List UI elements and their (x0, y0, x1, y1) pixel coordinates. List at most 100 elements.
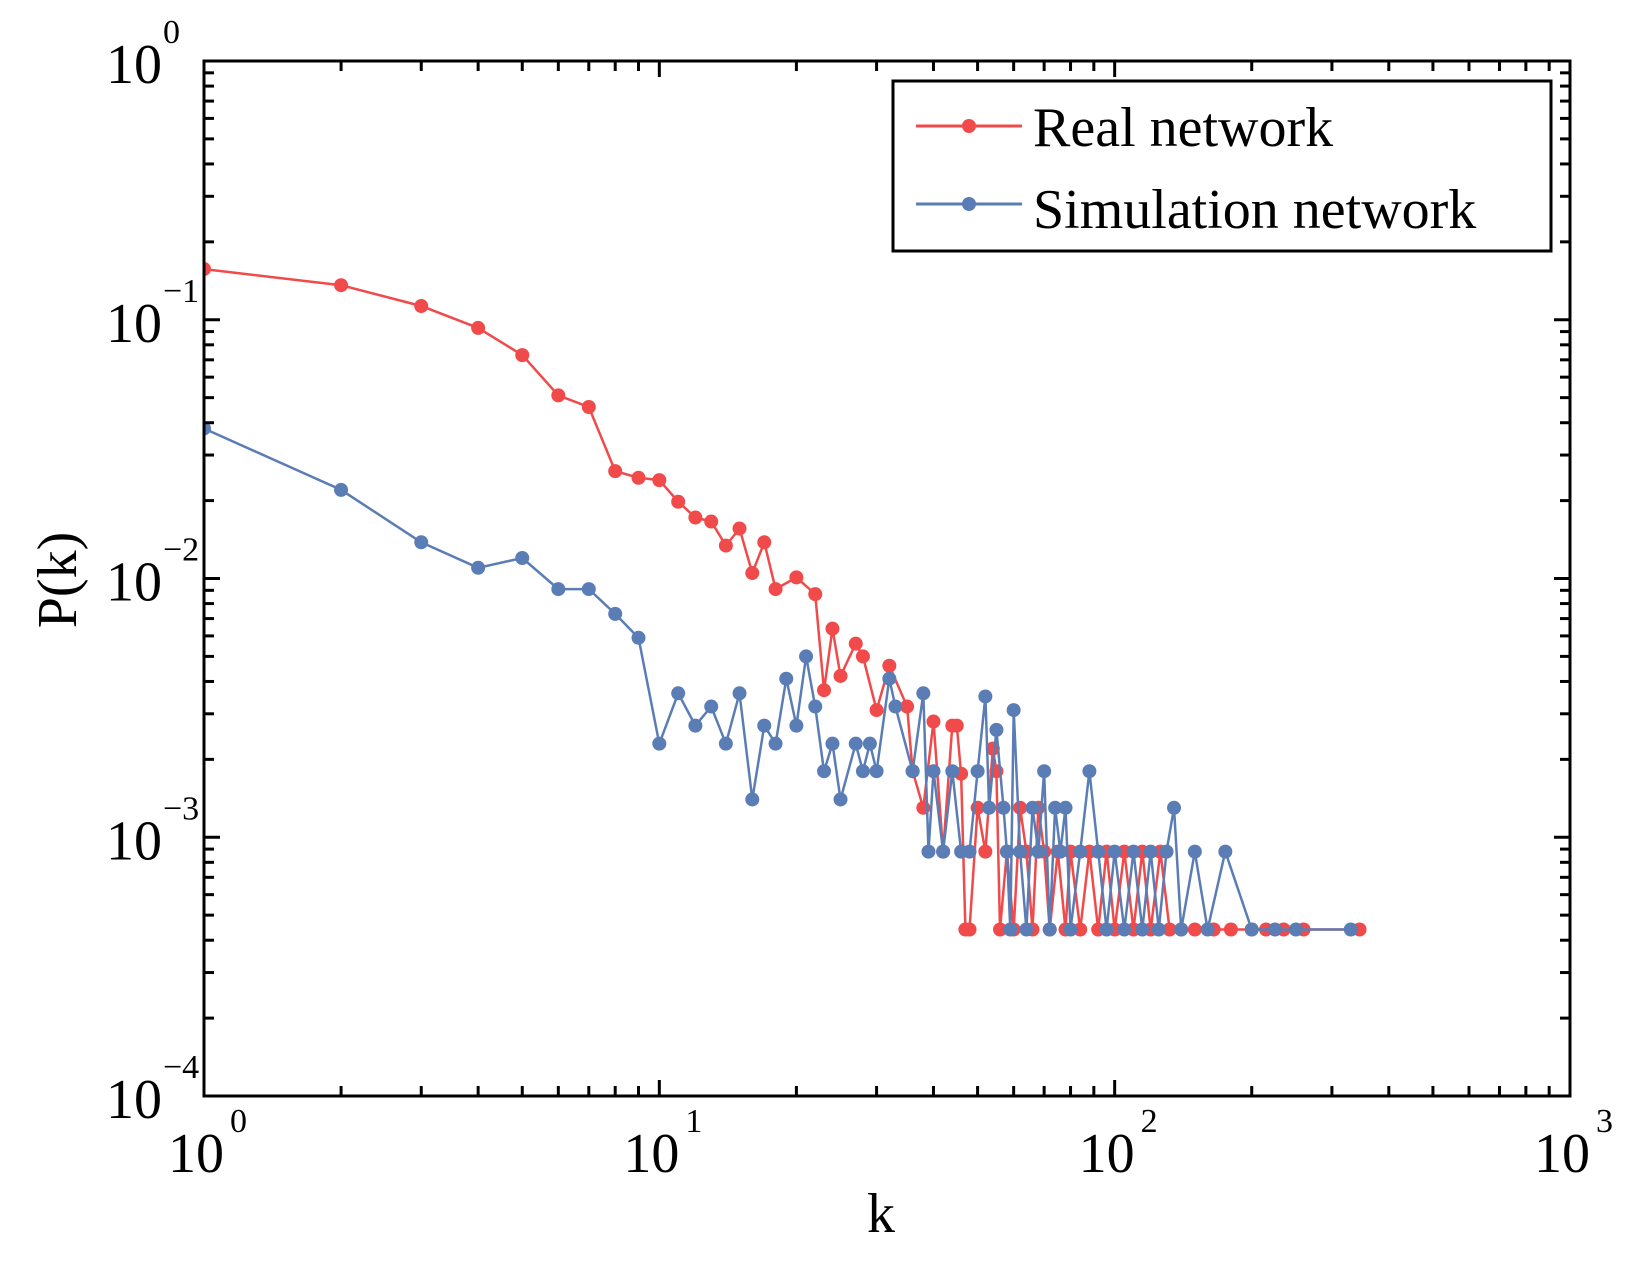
data-point-real (757, 535, 772, 550)
data-point-simulation (1073, 844, 1088, 859)
data-point-simulation (882, 671, 897, 686)
series-real (204, 262, 1367, 937)
data-point-real (704, 514, 719, 529)
data-point-simulation (1126, 844, 1141, 859)
data-point-simulation (704, 699, 719, 714)
data-point-simulation (982, 800, 997, 815)
x-tick-label: 10 (168, 1123, 224, 1185)
data-point-simulation (1117, 922, 1132, 937)
data-point-simulation (1053, 844, 1068, 859)
data-point-simulation (1107, 844, 1122, 859)
data-point-real (414, 299, 429, 314)
x-tick-label: 10 (1534, 1123, 1590, 1185)
data-point-real (978, 844, 993, 859)
data-point-real (900, 699, 915, 714)
data-point-real (882, 658, 897, 673)
data-point-real (825, 621, 840, 636)
data-point-simulation (1167, 800, 1182, 815)
data-point-simulation (515, 551, 530, 566)
data-point-simulation (1218, 844, 1233, 859)
data-point-simulation (862, 736, 877, 751)
data-point-real (745, 566, 760, 581)
data-point-simulation (789, 718, 804, 733)
data-point-real (671, 494, 686, 509)
data-point-simulation (921, 844, 936, 859)
data-point-simulation (1019, 922, 1034, 937)
data-point-simulation (1244, 922, 1259, 937)
y-tick-label: 10 (106, 1069, 162, 1131)
legend-box (891, 79, 1553, 253)
y-tick-label: 10 (106, 810, 162, 872)
data-point-simulation (1187, 844, 1202, 859)
y-tick-label: 10 (106, 293, 162, 355)
data-point-simulation (1343, 922, 1358, 937)
data-point-simulation (652, 736, 667, 751)
data-point-simulation (916, 686, 931, 701)
data-point-real (926, 714, 941, 729)
data-point-simulation (936, 844, 951, 859)
data-point-real (1073, 922, 1088, 937)
data-point-simulation (833, 792, 848, 807)
data-point-simulation (1003, 922, 1018, 937)
data-point-simulation (779, 671, 794, 686)
data-point-real (985, 741, 1000, 756)
data-point-real (204, 262, 211, 277)
series-line-simulation (204, 427, 1351, 931)
data-point-real (808, 587, 823, 602)
data-point-simulation (855, 764, 870, 779)
data-point-simulation (334, 482, 349, 497)
data-point-real (608, 464, 623, 479)
data-point-simulation (905, 764, 920, 779)
data-point-simulation (1151, 922, 1166, 937)
data-point-simulation (869, 764, 884, 779)
x-tick-label: 10 (1079, 1123, 1135, 1185)
data-point-real (631, 470, 646, 485)
data-point-simulation (808, 699, 823, 714)
series-line-real (204, 267, 1360, 931)
y-tick-label-exponent: −1 (163, 273, 199, 310)
y-tick-label: 10 (106, 552, 162, 614)
x-tick-label-exponent: 1 (685, 1103, 702, 1140)
data-point-real (652, 473, 667, 488)
data-point-simulation (1048, 800, 1063, 815)
data-point-real (768, 582, 783, 597)
legend-label-real: Real network (1033, 97, 1333, 159)
data-point-simulation (1025, 800, 1040, 815)
data-point-real (551, 388, 566, 403)
data-point-simulation (671, 686, 686, 701)
data-point-simulation (989, 722, 1004, 737)
legend: Real network Simulation network (891, 79, 1553, 253)
data-point-simulation (718, 736, 733, 751)
data-point-simulation (1143, 844, 1158, 859)
data-point-simulation (945, 764, 960, 779)
data-point-simulation (1031, 844, 1046, 859)
data-point-simulation (799, 649, 814, 664)
data-point-real (471, 320, 486, 335)
data-point-simulation (1091, 844, 1106, 859)
data-point-real (1187, 922, 1202, 937)
data-point-simulation (688, 718, 703, 733)
data-point-simulation (551, 582, 566, 597)
data-point-real (855, 649, 870, 664)
data-point-simulation (817, 764, 832, 779)
data-point-real (334, 278, 349, 293)
data-point-simulation (1042, 922, 1057, 937)
data-point-real (1223, 922, 1238, 937)
data-point-simulation (608, 606, 623, 621)
data-point-real (789, 570, 804, 585)
data-point-simulation (888, 699, 903, 714)
data-point-simulation (204, 421, 211, 436)
data-point-real (848, 636, 863, 651)
data-point-real (718, 538, 733, 553)
data-point-simulation (1135, 922, 1150, 937)
data-point-simulation (926, 764, 941, 779)
legend-label-simulation: Simulation network (1033, 179, 1476, 241)
data-point-real (1162, 922, 1177, 937)
data-point-simulation (825, 736, 840, 751)
data-point-simulation (1268, 922, 1283, 937)
data-point-simulation (1058, 800, 1073, 815)
data-point-real (732, 521, 747, 536)
axis-ticks (204, 61, 1570, 1096)
data-point-simulation (978, 689, 993, 704)
